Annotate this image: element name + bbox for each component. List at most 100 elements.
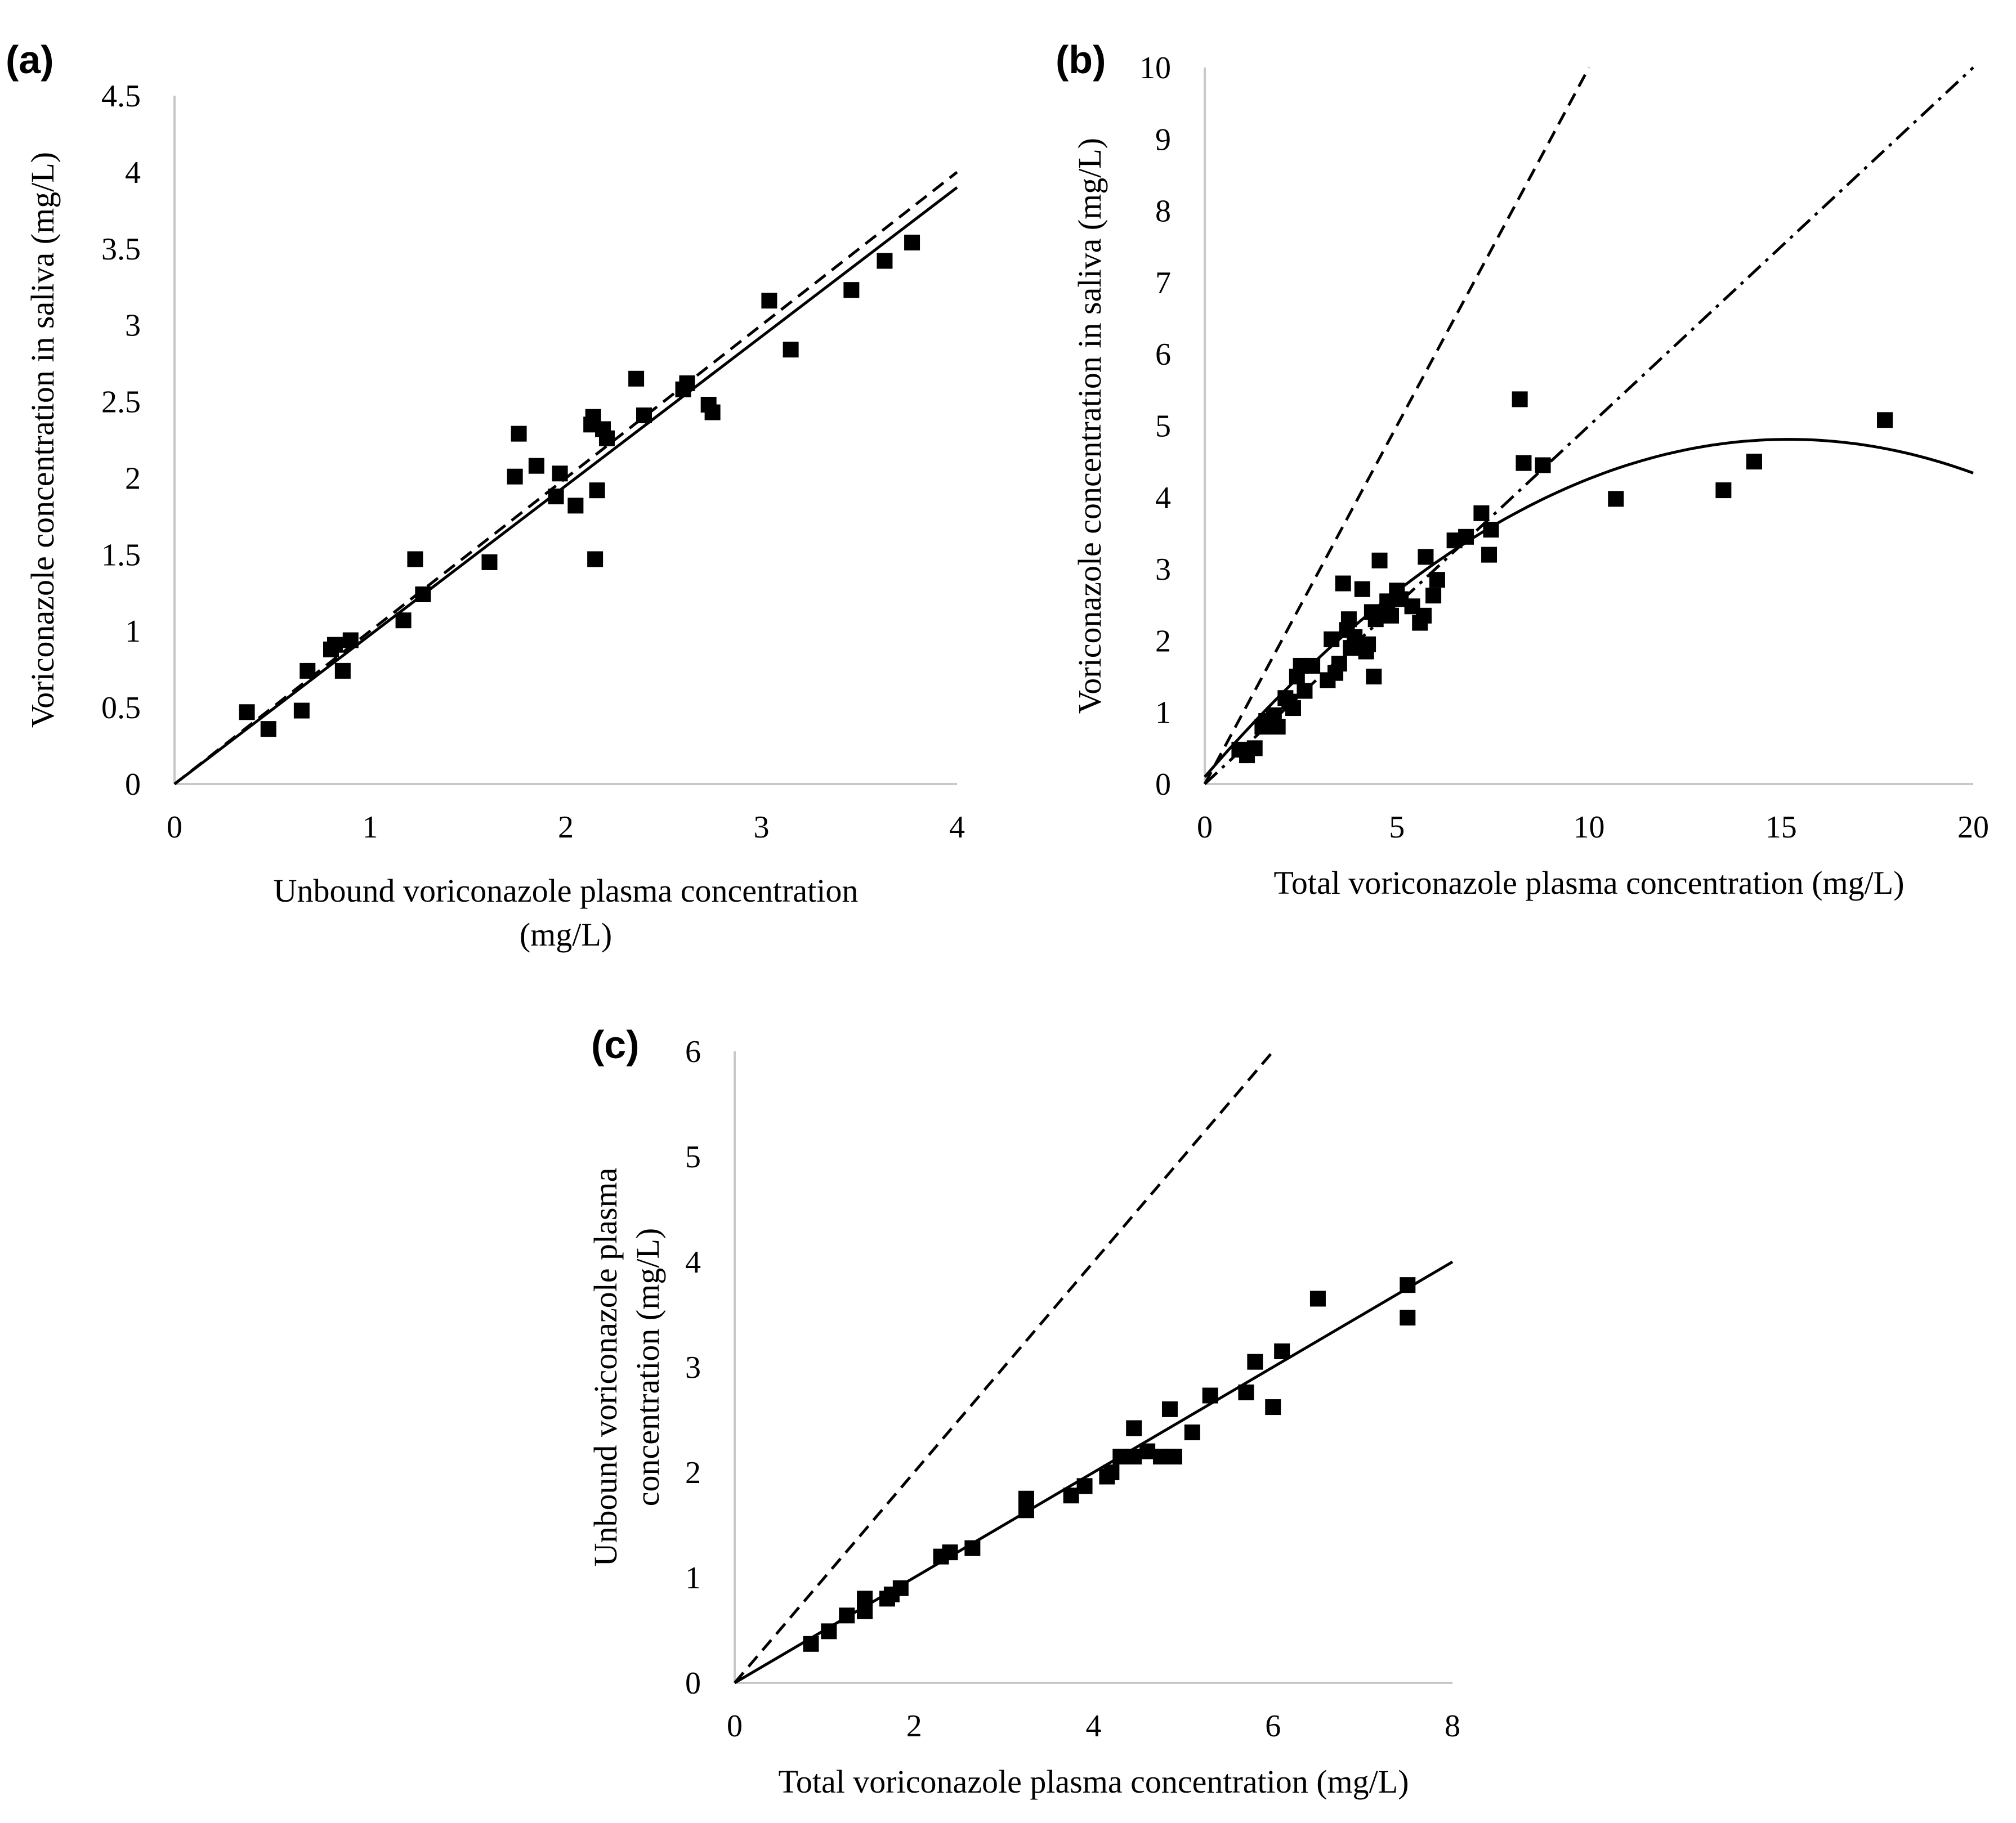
panel-c-y-axis-title: concentration (mg/L) bbox=[629, 1228, 666, 1506]
panel-c-y-axis-title: Unbound voriconazole plasma bbox=[587, 1168, 624, 1567]
panel-c-data-point bbox=[821, 1623, 837, 1640]
panel-a-y-tick-label: 4.5 bbox=[101, 79, 141, 114]
panel-b-data-point bbox=[1512, 391, 1528, 407]
panel-b-y-tick-label: 7 bbox=[1155, 266, 1171, 301]
panel-c-y-tick-label: 3 bbox=[685, 1350, 701, 1385]
panel-a-data-point bbox=[395, 612, 412, 629]
panel-c-data-point bbox=[1153, 1448, 1169, 1464]
panel-a-data-point bbox=[636, 407, 652, 424]
panel-c-x-tick-label: 0 bbox=[727, 1709, 743, 1744]
panel-c-data-point bbox=[839, 1607, 855, 1624]
panel-b-data-point bbox=[1340, 611, 1357, 628]
panel-a-data-point bbox=[904, 234, 920, 250]
panel-a-data-point bbox=[507, 468, 523, 485]
panel-a-y-tick-label: 0 bbox=[125, 767, 141, 802]
panel-a-data-point bbox=[548, 489, 564, 505]
panel-c-y-tick-label: 0 bbox=[685, 1666, 701, 1701]
panel-b-data-point bbox=[1360, 636, 1376, 652]
panel-b-data-point bbox=[1746, 454, 1762, 470]
panel-b-data-point bbox=[1516, 455, 1532, 471]
panel-a-x-tick-label: 1 bbox=[363, 810, 378, 845]
panel-a-data-point bbox=[260, 721, 276, 737]
panel-b-data-point bbox=[1371, 552, 1388, 568]
panel-b-data-point bbox=[1535, 457, 1551, 473]
panel-a-data-point bbox=[407, 551, 423, 567]
panel-a-data-point bbox=[877, 253, 893, 269]
panel-b-data-point bbox=[1324, 631, 1340, 647]
panel-c-y-tick-label: 4 bbox=[685, 1245, 701, 1280]
panel-b-y-tick-label: 3 bbox=[1155, 552, 1171, 587]
panel-b-y-tick-label: 9 bbox=[1155, 122, 1171, 157]
panel-c-x-tick-label: 8 bbox=[1445, 1709, 1460, 1744]
panel-b-data-point bbox=[1458, 528, 1474, 545]
panel-b-data-point bbox=[1425, 588, 1442, 604]
panel-a-y-tick-label: 0.5 bbox=[101, 691, 141, 725]
panel-b: (b) 0 5 10 15 20 0 1 2 3 4 5 6 7 8 9 10 Total voriconazol… bbox=[1056, 38, 1989, 901]
panel-b-data-point bbox=[1246, 740, 1263, 756]
panel-a-y-tick-label: 3 bbox=[125, 308, 141, 343]
panel-a-data-point bbox=[679, 375, 695, 391]
panel-c-data-point bbox=[1076, 1478, 1093, 1494]
panel-c-data-point bbox=[1139, 1443, 1156, 1459]
panel-c-data-point bbox=[857, 1591, 873, 1607]
panel-b-x-tick-label: 20 bbox=[1957, 810, 1989, 845]
panel-a-data-point bbox=[342, 632, 359, 648]
panel-b-data-point bbox=[1366, 669, 1382, 685]
panel-c-data-point bbox=[1265, 1399, 1281, 1416]
panel-b-data-point bbox=[1331, 656, 1347, 672]
panel-c-data-point bbox=[1184, 1424, 1200, 1440]
panel-b-data-point bbox=[1270, 719, 1286, 735]
panel-b-x-tick-label: 15 bbox=[1765, 810, 1797, 845]
panel-b-data-point bbox=[1383, 607, 1400, 624]
panel-c-x-tick-label: 6 bbox=[1265, 1709, 1281, 1744]
panel-b-y-tick-label: 0 bbox=[1155, 767, 1171, 802]
panel-c: (c) 0 2 4 6 8 0 1 2 3 4 5 6 Total voriconazole plasma… bbox=[587, 1023, 1460, 1800]
panel-a-data-point bbox=[552, 465, 568, 482]
panel-b-data-point bbox=[1481, 547, 1498, 563]
panel-c-data-point bbox=[803, 1636, 819, 1652]
panel-a: (a) 0 1 2 3 4 0 0.5 1 1.5 2 2.5 3 3.5 4 4.5 Unbound vori… bbox=[6, 38, 965, 953]
panel-c-data-point bbox=[1063, 1488, 1079, 1504]
panel-a-data-point bbox=[300, 662, 316, 679]
panel-b-data-point bbox=[1297, 683, 1313, 699]
panel-b-data-point bbox=[1473, 505, 1490, 521]
panel-a-y-tick-label: 3.5 bbox=[101, 232, 141, 267]
panel-c-x-tick-label: 4 bbox=[1086, 1709, 1102, 1744]
panel-a-data-point bbox=[481, 554, 498, 570]
panel-a-data-point bbox=[528, 458, 544, 474]
panel-c-y-tick-label: 6 bbox=[685, 1034, 701, 1069]
panel-a-data-point bbox=[843, 282, 860, 298]
panel-a-data-point bbox=[704, 404, 721, 420]
panel-a-data-point bbox=[598, 430, 615, 446]
panel-b-x-tick-label: 0 bbox=[1197, 810, 1213, 845]
panel-a-y-axis-title: Voriconazole concentration in saliva (mg… bbox=[24, 152, 61, 728]
panel-b-data-point bbox=[1483, 522, 1499, 538]
panel-c-data-point bbox=[1274, 1343, 1290, 1359]
panel-b-fit-curve-solid bbox=[1204, 438, 1974, 778]
panel-b-y-tick-label: 6 bbox=[1155, 337, 1171, 372]
panel-c-y-tick-label: 1 bbox=[685, 1561, 701, 1596]
panel-a-x-axis-title: (mg/L) bbox=[520, 916, 612, 953]
panel-a-x-tick-label: 3 bbox=[754, 810, 770, 845]
panel-a-y-tick-label: 2 bbox=[125, 461, 141, 496]
panel-b-data-point bbox=[1608, 491, 1624, 507]
panel-c-data-point bbox=[1400, 1310, 1416, 1326]
panel-c-data-point bbox=[1202, 1387, 1218, 1404]
panel-a-data-point bbox=[783, 342, 799, 358]
panel-b-data-point bbox=[1285, 700, 1301, 716]
panel-b-label: (b) bbox=[1056, 38, 1106, 82]
panel-a-label: (a) bbox=[6, 38, 54, 82]
panel-b-y-tick-label: 4 bbox=[1155, 481, 1171, 516]
panel-a-y-tick-label: 1 bbox=[125, 614, 141, 649]
panel-b-y-tick-label: 5 bbox=[1155, 409, 1171, 444]
panel-a-data-point bbox=[334, 662, 351, 679]
panel-a-data-point bbox=[239, 704, 255, 720]
panel-a-y-tick-label: 4 bbox=[125, 155, 141, 190]
panel-c-line-dashed bbox=[734, 1050, 1275, 1684]
panel-b-data-point bbox=[1347, 629, 1363, 646]
panel-b-data-point bbox=[1715, 482, 1732, 499]
panel-b-x-tick-label: 10 bbox=[1574, 810, 1605, 845]
panel-c-data-point bbox=[1161, 1401, 1178, 1417]
panel-a-x-tick-label: 4 bbox=[949, 810, 965, 845]
panel-c-data-point bbox=[964, 1540, 981, 1556]
